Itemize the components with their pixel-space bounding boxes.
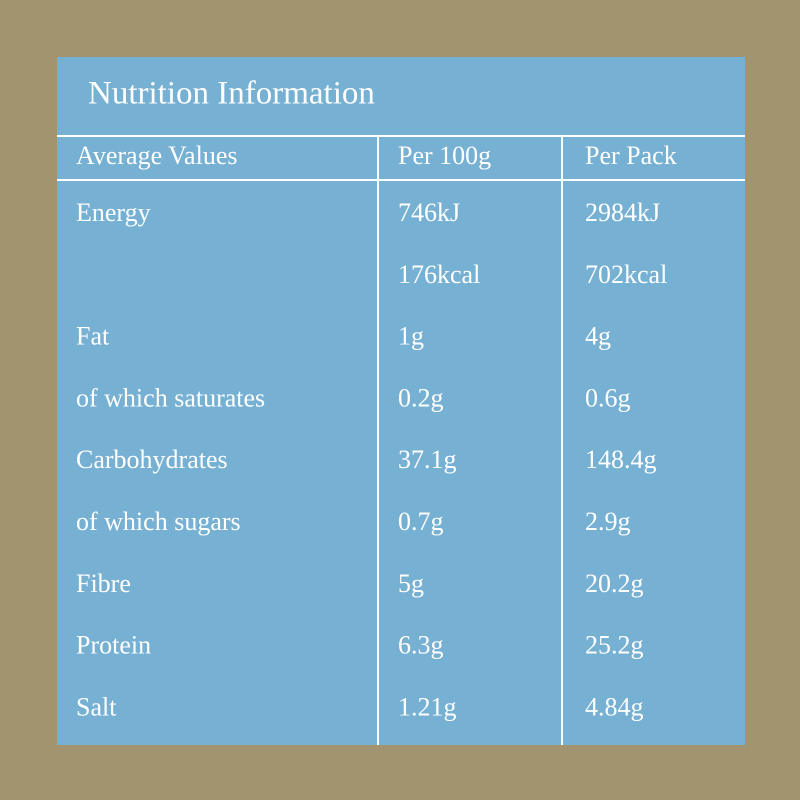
- per-100g-cell: 176kcal: [398, 260, 480, 289]
- per-pack-cell: 2.9g: [585, 507, 631, 536]
- per-100g-cell: 37.1g: [398, 445, 457, 474]
- per-100g-cell: 1.21g: [398, 692, 457, 721]
- per-100g-cell: 0.2g: [398, 383, 444, 412]
- header-cell: Per 100g: [398, 141, 491, 170]
- per-pack-cell: 25.2g: [585, 631, 644, 660]
- per-pack-cell: 0.6g: [585, 383, 631, 412]
- per-pack-cell: 702kcal: [585, 260, 667, 289]
- title: Nutrition Information: [88, 76, 375, 112]
- per-100g-cell: 0.7g: [398, 507, 444, 536]
- per-pack-cell: 148.4g: [585, 445, 657, 474]
- row-label: Salt: [76, 692, 117, 721]
- row-label: Carbohydrates: [76, 445, 228, 474]
- per-pack-cell: 4g: [585, 322, 611, 351]
- row-label: Energy: [76, 198, 151, 227]
- per-100g-cell: 1g: [398, 322, 424, 351]
- per-100g-cell: 6.3g: [398, 631, 444, 660]
- row-label: of which sugars: [76, 507, 241, 536]
- row-label: Protein: [76, 631, 151, 660]
- row-label: of which saturates: [76, 383, 265, 412]
- row-label: Fat: [76, 322, 110, 351]
- per-100g-cell: 746kJ: [398, 198, 460, 227]
- header-cell: Average Values: [76, 141, 237, 170]
- panel: [57, 57, 745, 745]
- per-100g-cell: 5g: [398, 569, 424, 598]
- row-label: Fibre: [76, 569, 131, 598]
- per-pack-cell: 4.84g: [585, 692, 644, 721]
- per-pack-cell: 2984kJ: [585, 198, 660, 227]
- per-pack-cell: 20.2g: [585, 569, 644, 598]
- header-cell: Per Pack: [585, 141, 677, 170]
